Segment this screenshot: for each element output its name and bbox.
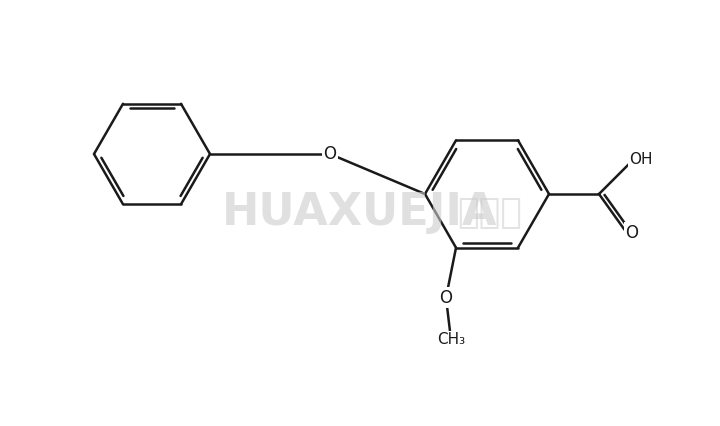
Text: O: O <box>323 145 336 163</box>
Text: OH: OH <box>629 153 653 167</box>
Text: O: O <box>626 224 639 242</box>
Text: 化学加: 化学加 <box>458 196 523 230</box>
Text: CH₃: CH₃ <box>437 332 465 347</box>
Text: HUAXUEJIA: HUAXUEJIA <box>222 192 498 234</box>
Text: O: O <box>439 289 452 307</box>
